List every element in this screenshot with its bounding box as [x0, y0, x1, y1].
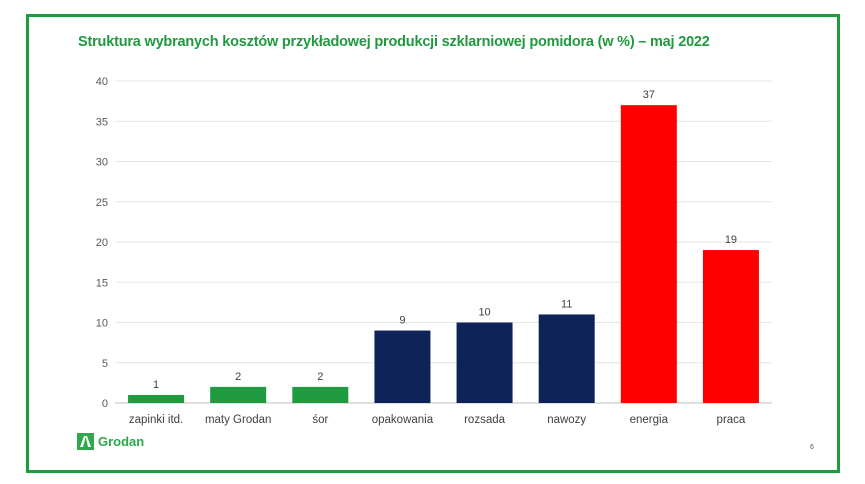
y-tick-label: 20: [96, 237, 108, 249]
data-label: 19: [725, 234, 737, 246]
x-tick-label: energia: [630, 414, 669, 426]
data-label: 2: [235, 371, 241, 383]
x-tick-label: nawozy: [547, 414, 586, 426]
data-label: 11: [561, 298, 572, 310]
y-tick-label: 25: [96, 197, 108, 209]
data-label: 37: [643, 89, 655, 101]
x-tick-label: opakowania: [372, 414, 434, 426]
y-tick-label: 5: [102, 358, 108, 370]
data-label: 9: [399, 315, 405, 327]
y-tick-label: 35: [96, 116, 108, 128]
y-tick-label: 40: [96, 76, 108, 88]
x-tick-label: rozsada: [464, 414, 506, 426]
bar-0: [128, 394, 185, 403]
data-label: 1: [153, 379, 159, 391]
bar-3: [374, 330, 431, 403]
bar-5: [538, 314, 595, 403]
slide-frame: [26, 14, 840, 473]
y-tick-label: 0: [102, 398, 108, 410]
x-tick-label: maty Grodan: [205, 414, 271, 426]
y-tick-label: 30: [96, 157, 108, 169]
bar-7: [702, 250, 759, 403]
bar-1: [210, 386, 267, 403]
data-label: 2: [317, 371, 323, 383]
chart-title: Struktura wybranych kosztów przykładowej…: [78, 34, 710, 50]
x-tick-label: śor: [312, 414, 328, 426]
x-tick-label: praca: [717, 414, 746, 426]
grodan-logo-icon: [77, 433, 94, 450]
x-tick-label: zapinki itd.: [129, 414, 183, 426]
bar-6: [620, 105, 677, 404]
bar-4: [456, 322, 513, 403]
data-label: 10: [478, 307, 490, 319]
page-number: 6: [810, 444, 814, 451]
bar-2: [292, 386, 349, 403]
grodan-logo: Grodan: [77, 433, 144, 450]
y-tick-label: 15: [96, 277, 108, 289]
y-tick-label: 10: [96, 318, 108, 330]
grodan-logo-text: Grodan: [98, 434, 145, 449]
